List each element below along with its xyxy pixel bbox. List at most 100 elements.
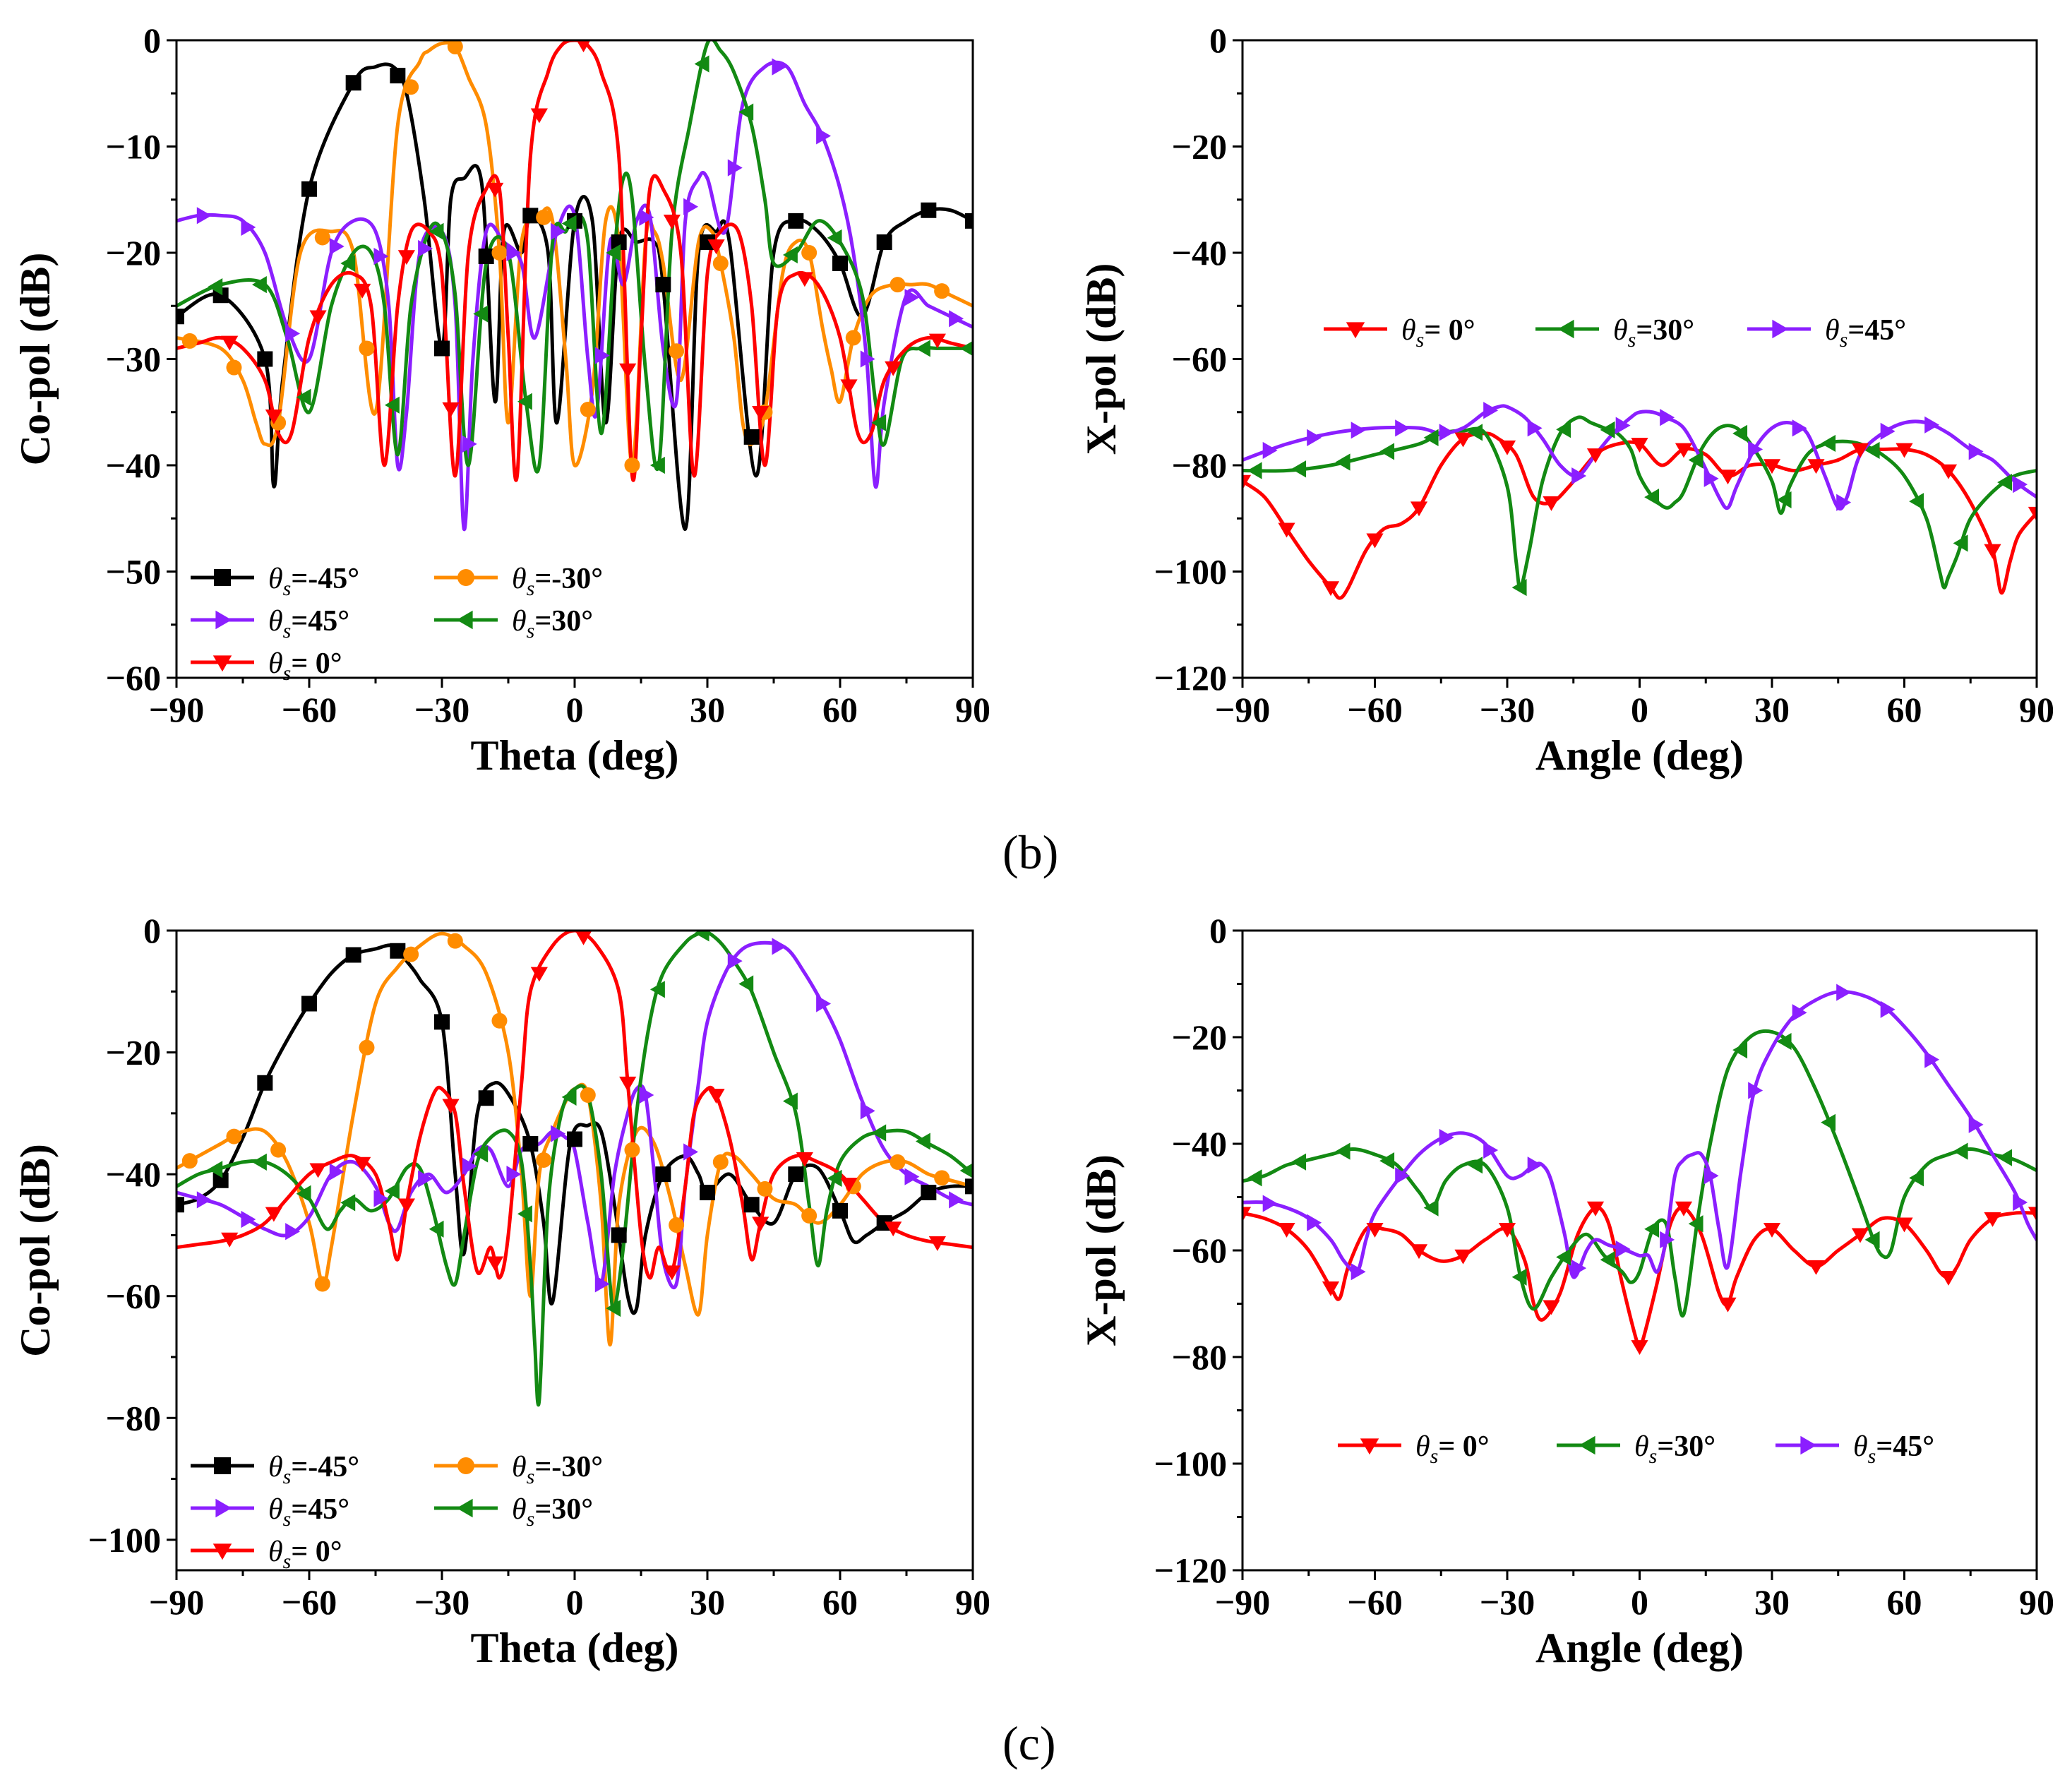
y-tick-label: −40 bbox=[1172, 1124, 1228, 1164]
x-tick-label: −90 bbox=[149, 690, 205, 729]
legend-label: θs=-30° bbox=[512, 1451, 603, 1488]
data-point bbox=[491, 245, 508, 261]
legend-item: θs=-45° bbox=[191, 1451, 359, 1488]
x-tick-label: 60 bbox=[1887, 1582, 1922, 1622]
data-point bbox=[1600, 421, 1615, 438]
legend-item: θs=30° bbox=[434, 605, 593, 643]
data-point bbox=[1278, 522, 1295, 538]
legend-item: θs=-30° bbox=[434, 1451, 603, 1488]
data-point bbox=[1864, 441, 1880, 460]
data-point bbox=[373, 247, 389, 265]
data-point bbox=[265, 409, 282, 424]
data-point bbox=[1896, 443, 1913, 458]
legend-swatch-marker bbox=[212, 1543, 232, 1560]
legend-label: θs=30° bbox=[1613, 314, 1694, 352]
x-tick-label: 0 bbox=[566, 1582, 584, 1622]
data-point bbox=[772, 938, 787, 955]
data-point bbox=[1247, 462, 1262, 479]
data-point bbox=[840, 1178, 858, 1193]
data-point bbox=[1335, 453, 1351, 471]
data-point bbox=[1660, 409, 1675, 426]
data-point bbox=[517, 1205, 532, 1223]
data-point bbox=[551, 1125, 566, 1142]
data-point bbox=[1953, 534, 1968, 552]
data-point bbox=[782, 1092, 798, 1110]
x-tick-label: −30 bbox=[414, 690, 470, 729]
data-point bbox=[429, 1220, 444, 1238]
data-point bbox=[1307, 1214, 1322, 1231]
data-point bbox=[757, 1181, 773, 1197]
y-tick-label: −40 bbox=[106, 446, 162, 485]
data-point bbox=[860, 1102, 875, 1120]
x-tick-label: −60 bbox=[282, 1582, 337, 1622]
legend-item: θs=-30° bbox=[434, 563, 603, 600]
data-point bbox=[251, 1153, 267, 1171]
data-point bbox=[738, 975, 754, 993]
data-point bbox=[442, 1099, 460, 1114]
legend-label: θs=30° bbox=[1634, 1430, 1715, 1468]
data-point bbox=[921, 202, 937, 218]
data-point bbox=[712, 1154, 729, 1170]
data-point bbox=[1909, 1169, 1924, 1187]
series-line bbox=[176, 40, 973, 482]
data-point bbox=[1821, 434, 1836, 453]
data-point bbox=[536, 209, 552, 225]
data-point bbox=[403, 79, 419, 95]
y-tick-label: −40 bbox=[1172, 233, 1228, 273]
data-point bbox=[752, 405, 769, 421]
data-point bbox=[1543, 496, 1560, 511]
y-tick-label: 0 bbox=[1209, 911, 1227, 950]
data-point bbox=[727, 159, 743, 177]
data-point bbox=[1242, 474, 1252, 490]
data-point bbox=[1439, 424, 1454, 441]
data-point bbox=[1675, 1201, 1693, 1217]
data-point bbox=[403, 946, 419, 962]
legend-swatch-marker bbox=[215, 1498, 232, 1518]
y-tick-label: −60 bbox=[1172, 340, 1228, 379]
legend-swatch-marker bbox=[1579, 1435, 1595, 1455]
panel-label-c: (c) bbox=[1002, 1716, 1056, 1770]
data-point bbox=[683, 1143, 699, 1161]
legend-swatch-marker bbox=[456, 610, 473, 630]
legend-label: θs=45° bbox=[1853, 1430, 1934, 1468]
legend-item: θs=45° bbox=[191, 1493, 349, 1531]
data-point bbox=[1924, 416, 1940, 434]
legend-label: θs= 0° bbox=[1415, 1430, 1490, 1468]
legend: θs= 0° θs=30° θs=45° bbox=[1338, 1430, 1934, 1468]
data-point bbox=[576, 40, 591, 53]
data-point bbox=[1719, 470, 1737, 485]
x-tick-label: 0 bbox=[1631, 690, 1648, 729]
data-point bbox=[1483, 402, 1499, 419]
data-point bbox=[1468, 1157, 1483, 1174]
legend: θs= 0° θs=30° θs=45° bbox=[1324, 314, 1906, 352]
data-point bbox=[1322, 581, 1340, 597]
data-point bbox=[575, 931, 592, 945]
data-point bbox=[434, 340, 450, 357]
data-point bbox=[1644, 489, 1660, 506]
data-point bbox=[561, 215, 577, 232]
data-point bbox=[1543, 1300, 1560, 1315]
data-point bbox=[359, 1039, 375, 1056]
data-point bbox=[959, 340, 973, 357]
data-point bbox=[1262, 1195, 1278, 1212]
data-point bbox=[530, 967, 548, 982]
data-point bbox=[1527, 419, 1543, 437]
y-tick-label: −100 bbox=[1154, 552, 1228, 592]
data-point bbox=[606, 1299, 621, 1317]
x-axis-title: Theta (deg) bbox=[471, 732, 679, 779]
chart-c-right: −90 −60 −30 0 30 60 90 0 −20 −40 −60 −80 −100 −120 Ang… bbox=[1078, 911, 2054, 1671]
data-point bbox=[517, 393, 532, 410]
data-point bbox=[1423, 1199, 1439, 1217]
data-point bbox=[1571, 1260, 1587, 1277]
legend-swatch-marker bbox=[1346, 322, 1365, 339]
data-point bbox=[1732, 1041, 1748, 1059]
legend-swatch-marker bbox=[1360, 1438, 1379, 1455]
data-point bbox=[462, 435, 477, 453]
x-tick-label: 30 bbox=[1754, 1582, 1790, 1622]
data-point bbox=[1924, 1051, 1940, 1068]
data-point bbox=[301, 996, 317, 1012]
data-point bbox=[1291, 460, 1307, 478]
y-tick-label: −80 bbox=[106, 1398, 162, 1438]
data-point bbox=[1984, 544, 2001, 559]
data-point bbox=[782, 246, 798, 264]
